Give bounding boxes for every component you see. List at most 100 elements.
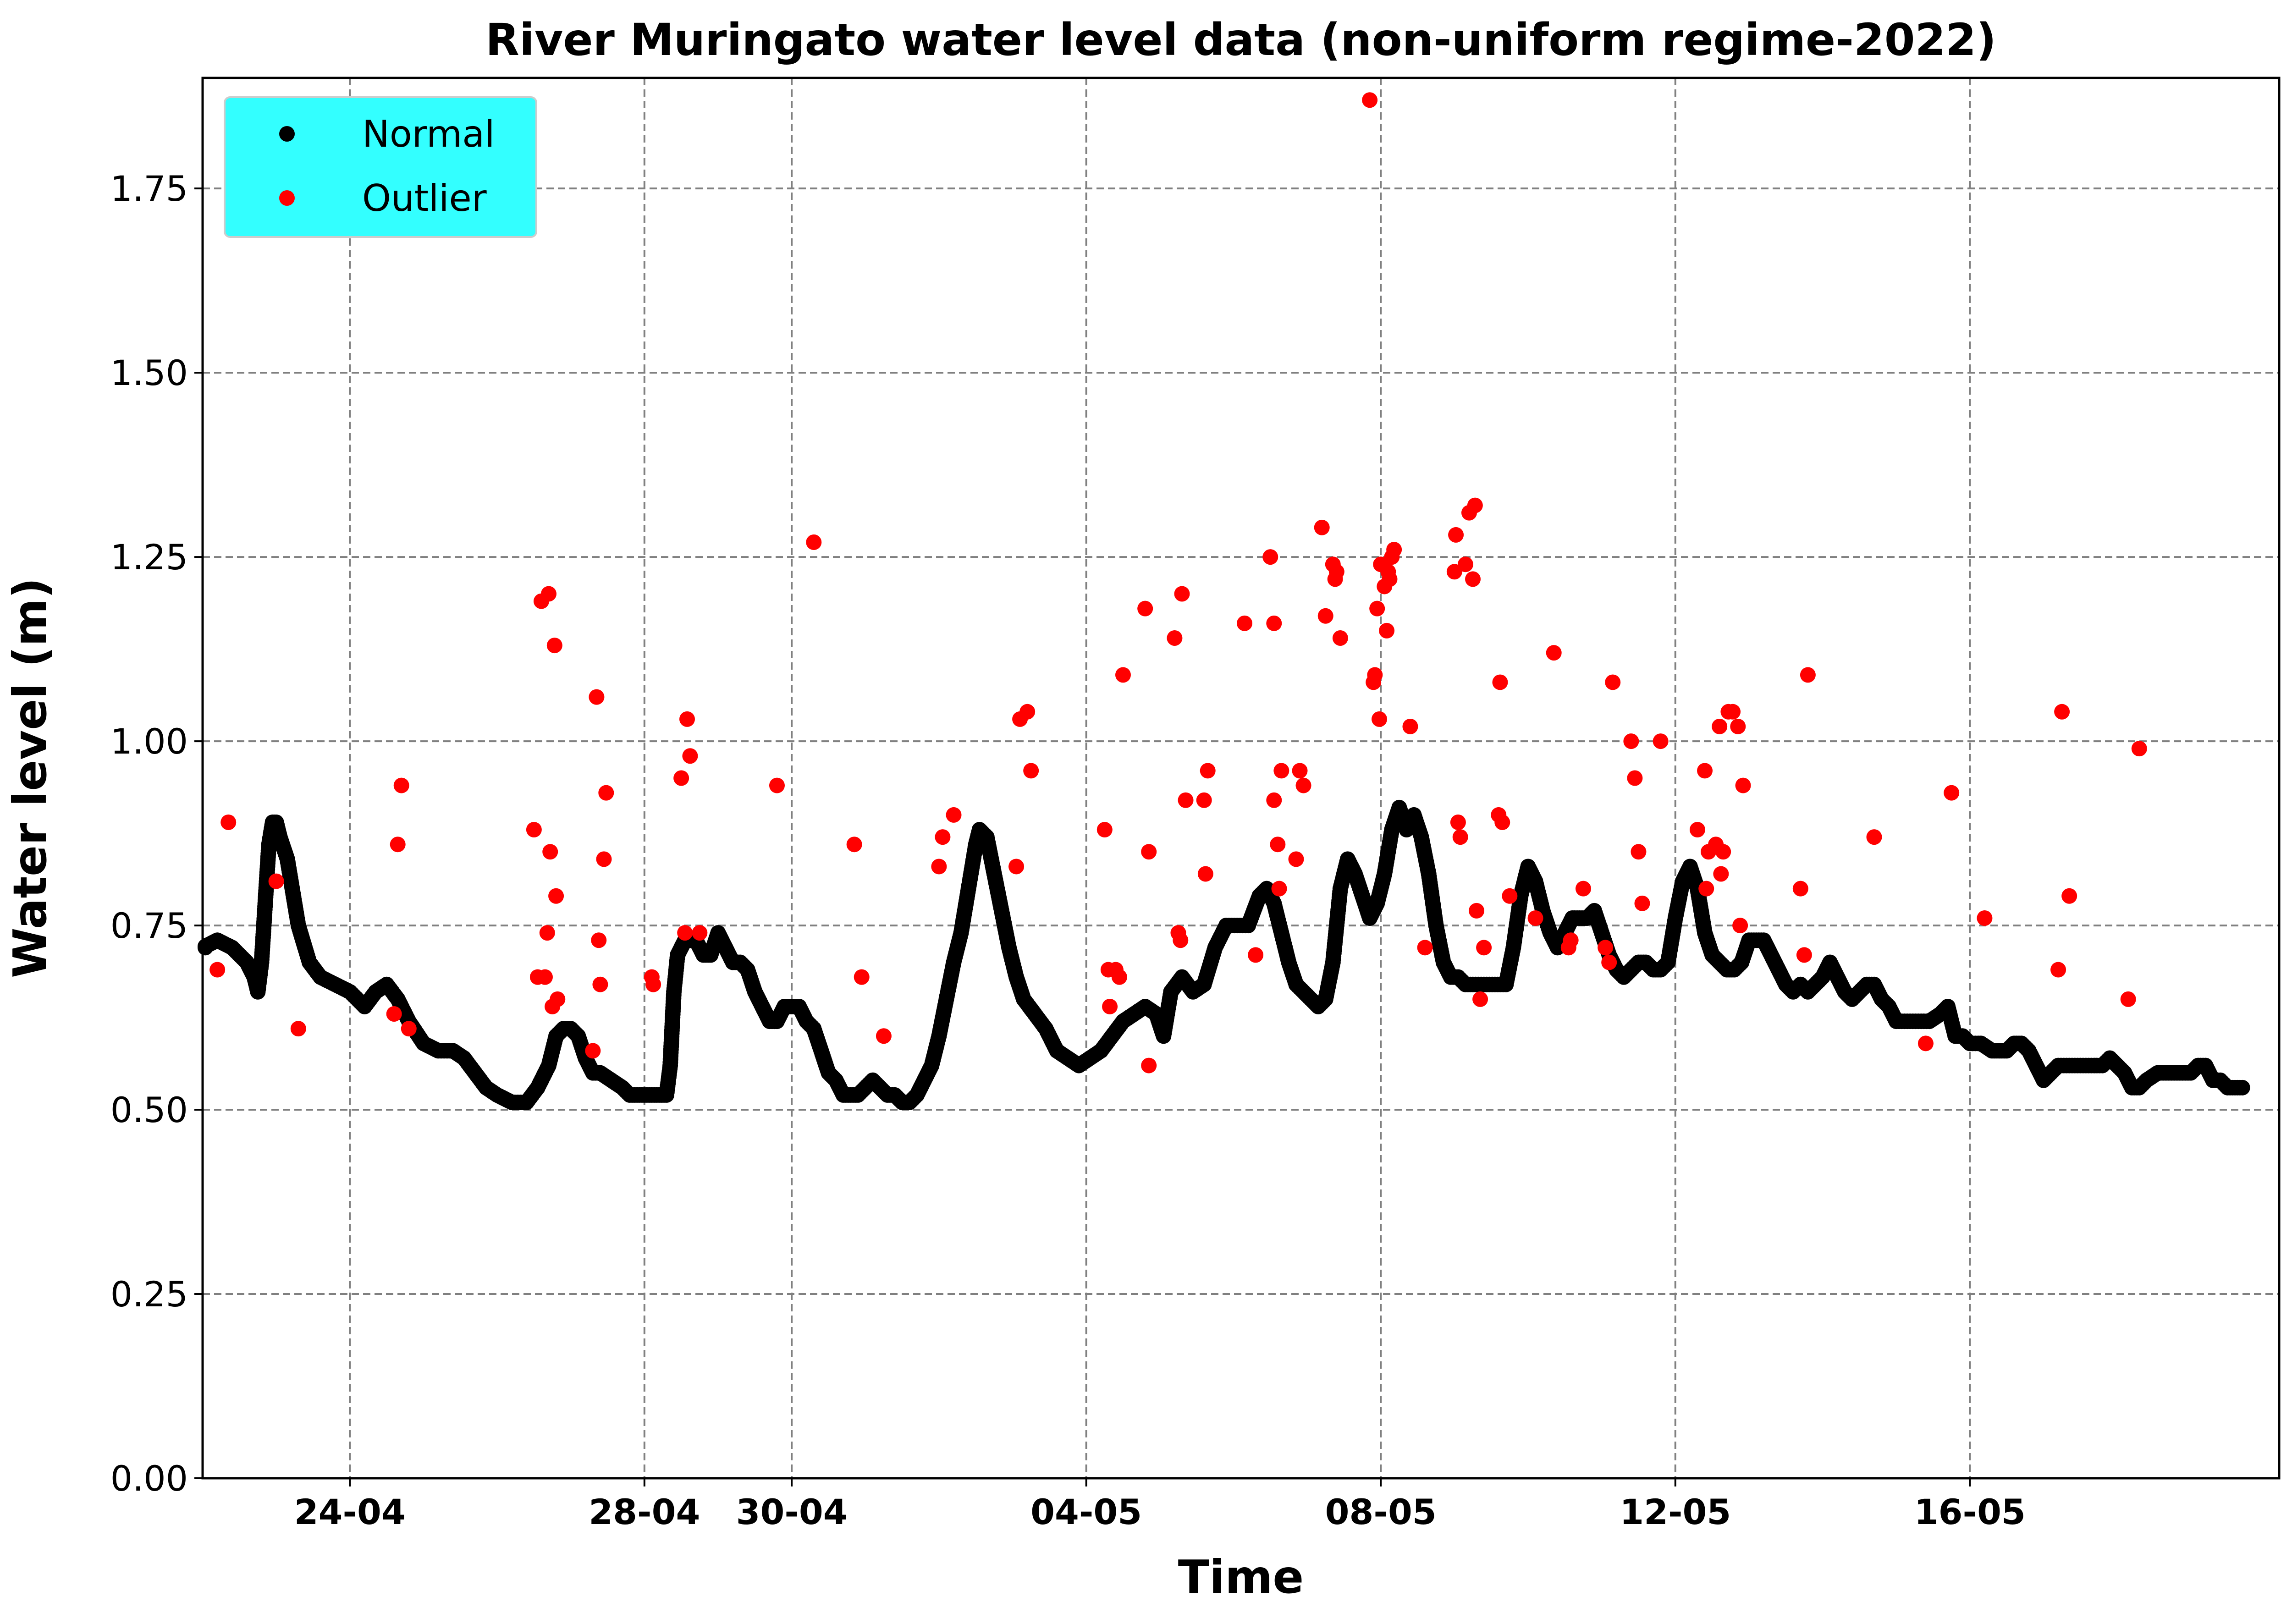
outlier-point bbox=[1178, 792, 1194, 808]
normal-point bbox=[2234, 1079, 2250, 1096]
outlier-point bbox=[1362, 92, 1378, 108]
y-tick-label: 0.00 bbox=[110, 1458, 188, 1499]
x-tick-label: 16-05 bbox=[1914, 1492, 2026, 1532]
outlier-point bbox=[1196, 792, 1212, 808]
outlier-point bbox=[1008, 859, 1025, 875]
outlier-point bbox=[1465, 571, 1481, 587]
legend-outlier-label: Outlier bbox=[362, 177, 487, 220]
x-tick-label: 04-05 bbox=[1030, 1492, 1142, 1532]
outlier-point bbox=[1382, 571, 1398, 587]
outlier-point bbox=[526, 822, 542, 838]
outlier-point bbox=[1111, 969, 1127, 985]
outlier-point bbox=[1689, 822, 1705, 838]
outlier-point bbox=[1469, 903, 1485, 919]
outlier-point bbox=[769, 777, 785, 793]
outlier-point bbox=[1402, 718, 1418, 734]
y-tick-label: 1.50 bbox=[110, 352, 188, 393]
x-axis-ticks: 24-04 28-04 30-04 04-05 08-05 12-05 16-05 bbox=[294, 1478, 2026, 1532]
outlier-point bbox=[1605, 674, 1621, 690]
outlier-point bbox=[1102, 998, 1118, 1014]
outlier-point bbox=[546, 638, 562, 654]
outlier-point bbox=[1800, 667, 1816, 683]
outlier-point bbox=[268, 873, 284, 889]
legend-box bbox=[224, 96, 537, 238]
outlier-point bbox=[1448, 527, 1464, 543]
outlier-point bbox=[645, 976, 661, 992]
outlier-point bbox=[1472, 991, 1488, 1007]
outlier-point bbox=[1563, 932, 1579, 948]
outlier-point bbox=[1631, 844, 1647, 860]
outlier-point bbox=[1141, 844, 1157, 860]
outlier-point bbox=[1715, 844, 1731, 860]
outlier-point bbox=[1372, 711, 1387, 727]
outlier-point bbox=[1944, 785, 1960, 801]
outlier-point bbox=[1712, 718, 1728, 734]
outlier-point bbox=[2054, 704, 2070, 720]
outlier-point bbox=[1314, 519, 1330, 535]
outlier-point bbox=[592, 976, 608, 992]
outlier-point bbox=[1386, 542, 1402, 558]
outlier-point bbox=[537, 969, 553, 985]
outlier-point bbox=[682, 748, 698, 764]
outlier-point bbox=[1288, 851, 1304, 867]
outlier-point bbox=[1601, 954, 1617, 970]
outlier-point bbox=[1167, 630, 1183, 646]
outlier-point bbox=[591, 932, 607, 948]
outlier-point bbox=[1270, 837, 1286, 853]
y-tick-label: 0.50 bbox=[110, 1090, 188, 1130]
outlier-point bbox=[1546, 645, 1562, 661]
outlier-point bbox=[598, 785, 614, 801]
outlier-point bbox=[1697, 763, 1713, 779]
outlier-point bbox=[946, 807, 962, 823]
y-axis-ticks: 0.00 0.25 0.50 0.75 1.00 1.25 1.50 1.75 bbox=[110, 168, 203, 1499]
y-tick-label: 1.75 bbox=[110, 168, 188, 209]
outlier-point bbox=[390, 837, 406, 853]
outlier-point bbox=[1467, 497, 1483, 513]
chart-title: River Muringato water level data (non-un… bbox=[485, 14, 1996, 66]
outlier-point bbox=[1417, 940, 1433, 956]
outlier-point bbox=[1735, 777, 1751, 793]
outlier-point bbox=[589, 689, 605, 705]
outlier-point bbox=[548, 888, 564, 904]
outlier-point bbox=[1096, 822, 1113, 838]
outlier-point bbox=[846, 837, 862, 853]
outlier-point bbox=[1266, 615, 1282, 631]
outlier-point bbox=[1262, 549, 1278, 565]
outlier-point bbox=[1292, 763, 1308, 779]
outlier-point bbox=[1634, 895, 1650, 911]
plot-frame bbox=[201, 77, 2281, 1480]
outlier-point bbox=[1328, 564, 1344, 580]
legend-normal-label: Normal bbox=[362, 113, 495, 155]
outlier-point bbox=[1273, 763, 1289, 779]
outlier-point bbox=[585, 1043, 601, 1059]
outlier-point bbox=[1502, 888, 1518, 904]
outlier-point bbox=[1732, 918, 1748, 934]
outlier-point bbox=[1627, 770, 1643, 786]
outlier-point bbox=[673, 770, 689, 786]
outlier-point bbox=[1332, 630, 1348, 646]
outlier-point bbox=[1698, 881, 1714, 897]
outlier-point bbox=[1173, 932, 1189, 948]
legend: Normal Outlier bbox=[224, 96, 537, 238]
outlier-point bbox=[1367, 667, 1383, 683]
outlier-point bbox=[1917, 1035, 1934, 1051]
outlier-point bbox=[1866, 829, 1882, 845]
outlier-point bbox=[1200, 763, 1216, 779]
outlier-point bbox=[1174, 586, 1190, 602]
y-tick-label: 1.00 bbox=[110, 721, 188, 762]
outlier-point bbox=[692, 925, 708, 941]
legend-normal-marker bbox=[279, 126, 295, 142]
outlier-point bbox=[1476, 940, 1492, 956]
outlier-point bbox=[806, 534, 822, 550]
outlier-point bbox=[1141, 1057, 1157, 1073]
y-tick-label: 0.75 bbox=[110, 905, 188, 946]
outlier-point bbox=[1115, 667, 1131, 683]
outlier-point bbox=[1266, 792, 1282, 808]
outlier-point bbox=[1457, 556, 1473, 573]
outlier-point bbox=[1019, 704, 1036, 720]
outlier-point bbox=[1446, 564, 1462, 580]
x-tick-label: 30-04 bbox=[736, 1492, 848, 1532]
outlier-point bbox=[401, 1021, 417, 1037]
outlier-point bbox=[1575, 881, 1591, 897]
